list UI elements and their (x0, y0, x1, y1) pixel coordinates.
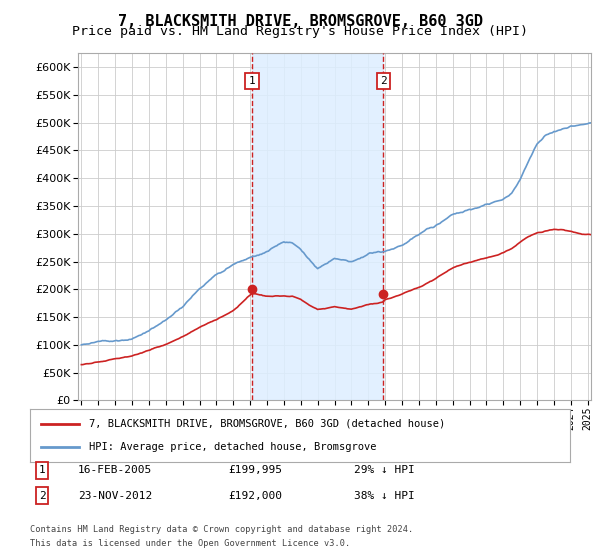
Text: Price paid vs. HM Land Registry's House Price Index (HPI): Price paid vs. HM Land Registry's House … (72, 25, 528, 38)
Text: 2: 2 (380, 76, 387, 86)
Text: 1: 1 (38, 465, 46, 475)
Text: 7, BLACKSMITH DRIVE, BROMSGROVE, B60 3GD (detached house): 7, BLACKSMITH DRIVE, BROMSGROVE, B60 3GD… (89, 419, 446, 429)
Bar (252, 53, 383, 400)
Text: £199,995: £199,995 (228, 465, 282, 475)
Text: HPI: Average price, detached house, Bromsgrove: HPI: Average price, detached house, Brom… (89, 442, 377, 452)
Text: 16-FEB-2005: 16-FEB-2005 (78, 465, 152, 475)
Text: This data is licensed under the Open Government Licence v3.0.: This data is licensed under the Open Gov… (30, 539, 350, 548)
Text: Contains HM Land Registry data © Crown copyright and database right 2024.: Contains HM Land Registry data © Crown c… (30, 525, 413, 534)
Text: 29% ↓ HPI: 29% ↓ HPI (354, 465, 415, 475)
Text: 38% ↓ HPI: 38% ↓ HPI (354, 491, 415, 501)
Text: 2: 2 (38, 491, 46, 501)
Text: £192,000: £192,000 (228, 491, 282, 501)
Text: 23-NOV-2012: 23-NOV-2012 (78, 491, 152, 501)
Text: 7, BLACKSMITH DRIVE, BROMSGROVE, B60 3GD: 7, BLACKSMITH DRIVE, BROMSGROVE, B60 3GD (118, 14, 482, 29)
Text: 1: 1 (249, 76, 256, 86)
